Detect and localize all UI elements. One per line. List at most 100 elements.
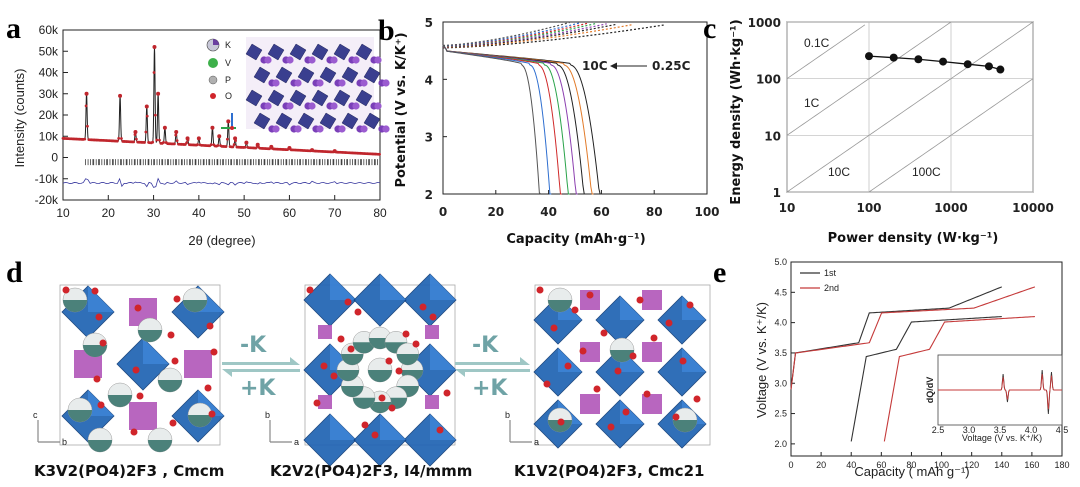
s3-octahedron-face [682, 348, 706, 372]
a-xtick-label: 60 [283, 206, 297, 220]
crystal-octahedron [289, 89, 307, 107]
oxygen-atom [419, 303, 427, 311]
structure-k1 [533, 284, 711, 449]
oxygen-atom [320, 362, 328, 370]
e-ytick-label: 2.0 [774, 439, 787, 449]
e-inset-xtick-label: 4.5 [1056, 425, 1069, 435]
e-ytick-label: 4.5 [774, 287, 787, 297]
a-observed-point [153, 113, 157, 117]
a-peak-point [233, 136, 238, 141]
panel-a-legend: K V P O [206, 38, 232, 101]
a-observed-point [117, 136, 121, 140]
a-observed-point [185, 141, 189, 145]
e-ytick-label: 3.0 [774, 378, 787, 388]
caption-k3-text: K3V2(PO4)2F3 , Cmcm [34, 462, 224, 480]
panel-c-ylabel: Energy density (Wh·kg⁻¹) [729, 19, 744, 204]
oxygen-atom [313, 399, 321, 407]
s3-octahedron-face [620, 296, 644, 320]
c-rate-line [786, 24, 866, 79]
crystal-k-atom [272, 79, 280, 87]
axis-2-b: b [265, 410, 270, 420]
c-data-point [914, 55, 923, 64]
panel-a-ylabel: Intensity (counts) [12, 69, 27, 168]
a-xtick-label: 70 [328, 206, 342, 220]
crystal-k-atom [352, 102, 360, 110]
crystal-octahedron [245, 43, 263, 61]
c-xtick-label: 10000 [1012, 201, 1054, 215]
s1-octahedron-face [143, 338, 169, 364]
crystal-octahedron [289, 43, 307, 61]
k-site-fill [83, 345, 107, 357]
legend-v-label: V [225, 58, 231, 68]
oxygen-atom [134, 304, 142, 312]
e-discharge-curve-1st [850, 316, 1002, 442]
b-ytick-label: 2 [425, 188, 433, 202]
a-observed-point [86, 124, 89, 128]
arrow-right-forward [455, 357, 530, 365]
crystal-octahedron [355, 89, 373, 107]
legend-o-swatch [210, 93, 216, 99]
crystal-octahedron [363, 112, 381, 130]
k-site-fill [369, 402, 391, 413]
oxygen-atom [629, 352, 637, 360]
k-site-fill [337, 370, 359, 381]
oxygen-atom [330, 372, 338, 380]
a-peak-point [118, 93, 123, 98]
panel-c-label: c [703, 12, 716, 45]
oxygen-atom [354, 308, 362, 316]
oxygen-atom [557, 418, 565, 426]
oxygen-atom [93, 375, 101, 383]
crystal-k-atom [382, 125, 390, 133]
b-discharge-curve [442, 44, 586, 195]
a-ytick-label: -20k [35, 193, 59, 207]
crystal-octahedron [355, 43, 373, 61]
panel-b-plot [442, 21, 665, 195]
a-ytick-label: 20k [39, 108, 59, 122]
b-xtick-label: 20 [487, 205, 504, 219]
a-observed-point [83, 137, 87, 141]
b-frame [442, 21, 708, 195]
s2-octahedron-face [430, 344, 456, 370]
crystal-k-atom [338, 79, 346, 87]
arrow-left-back [222, 369, 300, 377]
s2-octahedron-face [430, 414, 456, 440]
panel-e-plot [790, 286, 1036, 442]
a-observed-point [151, 140, 155, 144]
b-discharge-curve [442, 44, 578, 195]
e-ytick-label: 3.5 [774, 348, 787, 358]
oxygen-atom [385, 357, 393, 365]
panel-a-xlabel: 2θ (degree) [188, 233, 255, 248]
b-xtick-label: 40 [540, 205, 557, 219]
panel-c-rate-01c: 0.1C [804, 36, 830, 50]
panel-b-xlabel: Capacity (mAh·g⁻¹) [506, 232, 645, 247]
a-observed-point [209, 143, 213, 147]
oxygen-atom [436, 426, 444, 434]
oxygen-atom [536, 286, 544, 294]
b-ytick-label: 3 [425, 131, 433, 145]
panel-e-label: e [713, 256, 726, 289]
c-data-point [889, 53, 898, 62]
b-discharge-curve [442, 44, 552, 195]
crystal-octahedron [253, 66, 271, 84]
oxygen-atom [361, 421, 369, 429]
a-peak-point [133, 130, 138, 134]
s3-tetrahedron [580, 290, 600, 310]
crystal-octahedron [363, 66, 381, 84]
caption-k2-text: K2V2(PO4)2F3, I4/mmm [270, 462, 472, 480]
oxygen-atom [443, 389, 451, 397]
arrow-left-plus-k: +K [240, 376, 276, 401]
crystal-octahedron [341, 112, 359, 130]
c-xtick-label: 100 [856, 201, 881, 215]
e-inset-xtick-label: 3.0 [963, 425, 976, 435]
c-ytick-label: 100 [756, 73, 781, 87]
crystal-k-atom [316, 79, 324, 87]
caption-k3: K3V2(PO4)2F3 , Cmcm [34, 462, 224, 480]
oxygen-atom [173, 295, 181, 303]
c-ytick-label: 1000 [748, 16, 781, 30]
panel-b-annot-025c: 0.25C [652, 59, 691, 73]
legend-p-label: P [225, 75, 231, 85]
panel-e-inset-xlabel: Voltage (V vs. K⁺/K) [962, 433, 1042, 443]
oxygen-atom [571, 306, 579, 314]
crystal-octahedron [267, 43, 285, 61]
